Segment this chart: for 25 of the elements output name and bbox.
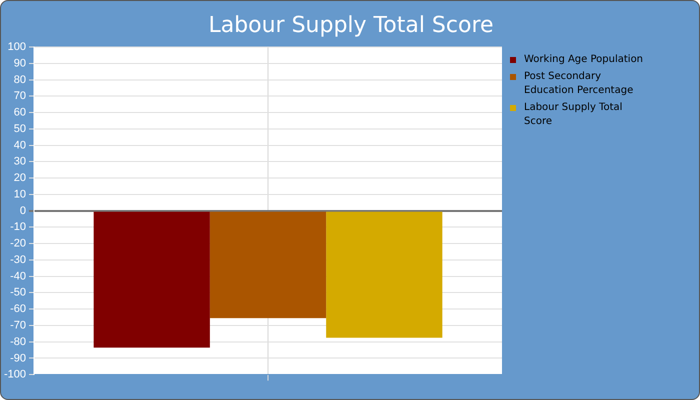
y-tick-label: -10 bbox=[10, 221, 26, 234]
legend-label: Labour Supply Total Score bbox=[524, 101, 624, 129]
y-tick-label: -20 bbox=[10, 238, 26, 250]
y-tick-label: -70 bbox=[10, 319, 26, 332]
y-tick-label: -100 bbox=[4, 368, 26, 381]
chart-title: Labour Supply Total Score bbox=[207, 13, 495, 38]
y-tick-label: -80 bbox=[10, 336, 26, 348]
y-tick-label: 70 bbox=[14, 90, 26, 102]
y-tick-label: 60 bbox=[14, 106, 26, 119]
legend-label: Working Age Population bbox=[524, 53, 644, 67]
y-tick-label: 100 bbox=[8, 41, 26, 54]
y-tick-label: 10 bbox=[14, 188, 26, 200]
y-tick-label: -90 bbox=[10, 352, 26, 364]
y-tick-label: -60 bbox=[10, 303, 26, 316]
y-tick-label: -40 bbox=[10, 270, 26, 282]
y-tick-label: 40 bbox=[14, 139, 26, 152]
y-tick-label: 50 bbox=[14, 122, 26, 135]
legend-label: Post Secondary Education Percentage bbox=[524, 70, 634, 98]
y-tick-label: 90 bbox=[14, 57, 26, 70]
y-tick-label: 80 bbox=[14, 74, 26, 86]
y-tick-label: -30 bbox=[10, 254, 26, 266]
y-tick-label: -50 bbox=[10, 286, 26, 299]
y-tick-label: 0 bbox=[20, 204, 26, 217]
y-tick-label: 30 bbox=[14, 156, 26, 168]
y-tick-label: 20 bbox=[14, 172, 26, 184]
